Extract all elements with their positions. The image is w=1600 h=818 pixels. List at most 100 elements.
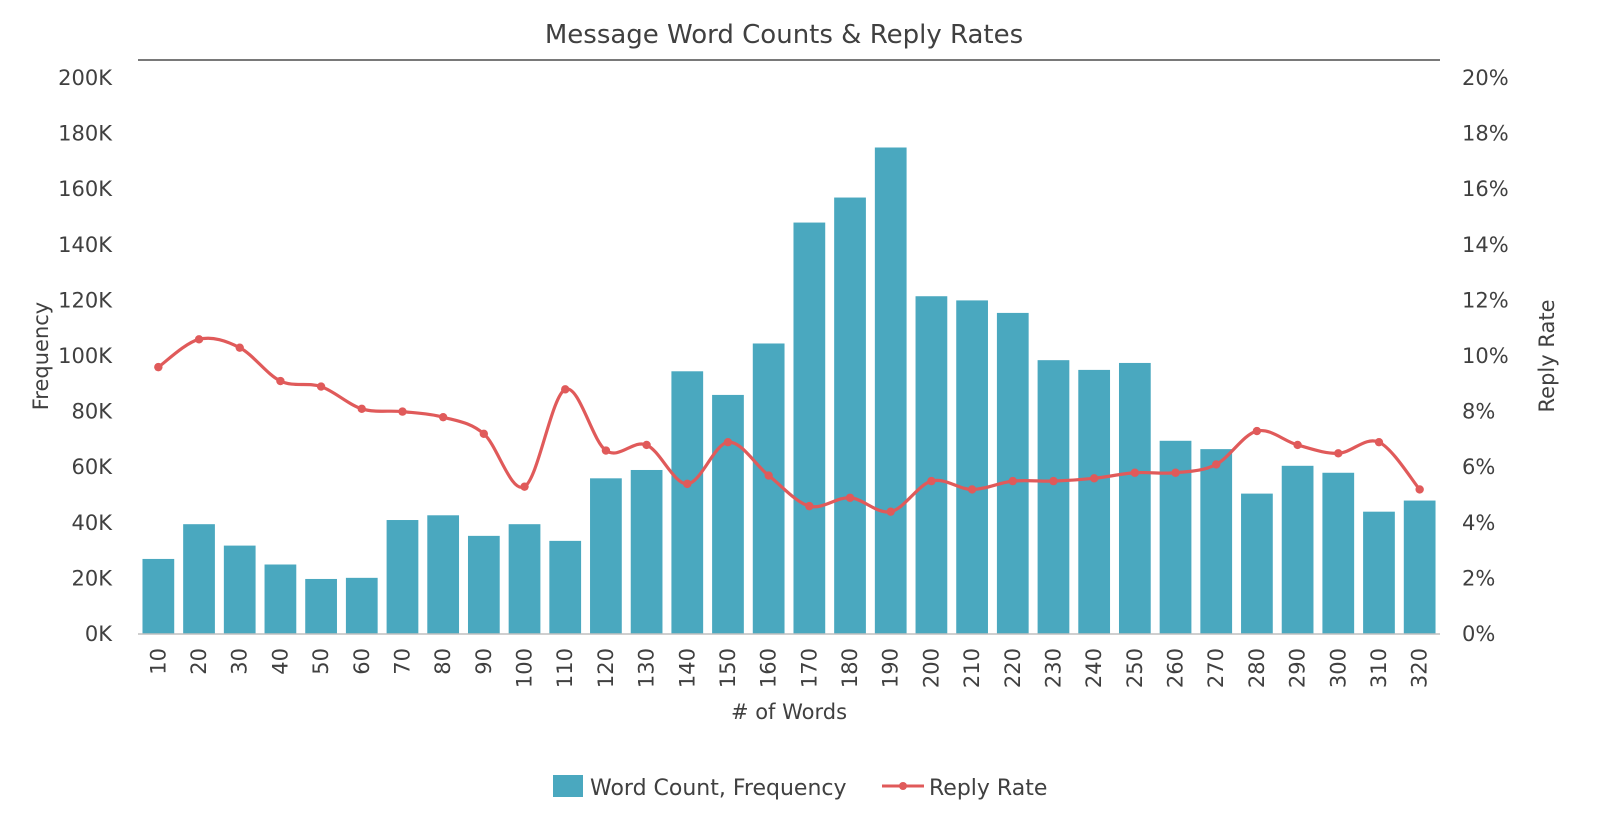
x-tick-label: 100 xyxy=(513,648,537,688)
bar-320 xyxy=(1403,500,1436,634)
bar-230 xyxy=(1037,360,1070,634)
x-tick-label: 110 xyxy=(553,648,577,688)
x-tick-label: 80 xyxy=(431,648,455,675)
y2-tick-label: 6% xyxy=(1462,455,1495,479)
x-tick-label: 320 xyxy=(1408,648,1432,688)
y-tick-label: 80K xyxy=(72,400,114,424)
reply-rate-point-140 xyxy=(683,479,692,489)
reply-rate-point-310 xyxy=(1374,437,1384,447)
bar-270 xyxy=(1200,449,1233,634)
y2-tick-label: 20% xyxy=(1462,66,1509,90)
legend-marker-reply-rate xyxy=(899,782,907,790)
bar-60 xyxy=(345,577,378,634)
reply-rate-point-10 xyxy=(154,362,163,372)
bar-180 xyxy=(834,197,866,635)
bar-250 xyxy=(1118,362,1151,634)
x-tick-label: 300 xyxy=(1326,648,1350,688)
x-tick-label: 20 xyxy=(187,648,211,675)
chart-title: Message Word Counts & Reply Rates xyxy=(545,20,1023,50)
bar-series xyxy=(142,147,1436,635)
y-tick-label: 40K xyxy=(72,511,114,535)
y2-tick-label: 8% xyxy=(1462,400,1495,424)
y2-tick-label: 0% xyxy=(1462,622,1495,646)
bar-290 xyxy=(1281,465,1314,634)
bar-110 xyxy=(549,540,582,634)
bar-130 xyxy=(630,469,663,634)
x-tick-label: 200 xyxy=(919,648,943,688)
reply-rate-point-270 xyxy=(1212,460,1221,469)
y-tick-label: 180K xyxy=(58,122,113,146)
reply-rate-point-220 xyxy=(1008,476,1017,486)
x-tick-label: 290 xyxy=(1286,648,1310,688)
reply-rate-point-300 xyxy=(1334,449,1343,458)
x-tick-label: 160 xyxy=(757,648,781,688)
bar-300 xyxy=(1322,472,1355,634)
reply-rate-point-150 xyxy=(723,437,733,447)
reply-rate-point-210 xyxy=(967,485,977,494)
reply-rate-point-30 xyxy=(235,343,244,352)
x-axis-ticks: 10 20 30 40 50 60 70 80 90 100 110 120 130 140 150 160 1… xyxy=(146,648,1431,688)
x-tick-label: 70 xyxy=(390,648,414,675)
x-tick-label: 270 xyxy=(1204,648,1228,688)
x-tick-label: 210 xyxy=(960,648,984,688)
reply-rate-point-290 xyxy=(1293,440,1302,450)
x-tick-label: 260 xyxy=(1164,648,1188,688)
x-tick-label: 10 xyxy=(146,648,170,675)
x-tick-label: 310 xyxy=(1367,648,1391,688)
x-tick-label: 240 xyxy=(1082,648,1106,688)
bar-40 xyxy=(264,564,297,634)
x-axis-title: # of Words xyxy=(731,700,847,724)
bar-100 xyxy=(508,524,541,634)
reply-rate-series xyxy=(154,335,1424,516)
x-tick-label: 230 xyxy=(1041,648,1065,688)
legend-swatch-word-count xyxy=(553,775,583,797)
y-tick-label: 20K xyxy=(72,566,114,590)
x-tick-label: 190 xyxy=(879,648,903,688)
reply-rate-point-200 xyxy=(927,476,936,486)
y2-tick-label: 18% xyxy=(1462,122,1509,146)
reply-rate-point-110 xyxy=(561,385,570,394)
reply-rate-point-100 xyxy=(520,482,529,491)
reply-rate-point-70 xyxy=(398,407,407,416)
bar-70 xyxy=(386,520,419,634)
x-tick-label: 120 xyxy=(594,648,618,688)
y-tick-label: 120K xyxy=(58,288,113,312)
y-tick-label: 200K xyxy=(58,66,113,90)
y-axis-ticks: 0K 20K 40K 60K 80K 100K 120K 140K 160K 180K 200K xyxy=(58,66,113,646)
bar-160 xyxy=(752,343,785,634)
x-tick-label: 180 xyxy=(838,648,862,688)
x-tick-label: 250 xyxy=(1123,648,1147,688)
legend: Word Count, Frequency Reply Rate xyxy=(553,775,1047,801)
bar-280 xyxy=(1241,493,1273,634)
y-tick-label: 60K xyxy=(72,455,114,479)
reply-rate-point-20 xyxy=(194,335,204,344)
x-tick-label: 50 xyxy=(309,648,333,675)
bar-310 xyxy=(1363,511,1395,634)
y-tick-label: 140K xyxy=(58,233,113,257)
x-tick-label: 280 xyxy=(1245,648,1269,688)
bar-150 xyxy=(712,394,744,634)
reply-rate-point-240 xyxy=(1089,474,1099,483)
bar-20 xyxy=(183,524,215,634)
x-tick-label: 90 xyxy=(472,648,496,675)
bar-200 xyxy=(915,296,948,634)
y-axis-title: Frequency xyxy=(29,302,53,411)
bar-140 xyxy=(671,371,704,634)
reply-rate-point-90 xyxy=(479,429,489,439)
y2-axis-ticks: 0% 2% 4% 6% 8% 10% 12% 14% 16% 18% 20% xyxy=(1462,66,1509,646)
x-tick-label: 30 xyxy=(228,648,252,675)
y-tick-label: 160K xyxy=(58,177,113,201)
x-tick-label: 220 xyxy=(1001,648,1025,688)
reply-rate-point-120 xyxy=(601,446,611,455)
bar-220 xyxy=(996,312,1029,634)
y2-tick-label: 14% xyxy=(1462,233,1509,257)
y-tick-label: 0K xyxy=(85,622,113,646)
reply-rate-point-50 xyxy=(316,382,326,391)
x-tick-label: 40 xyxy=(268,648,292,675)
bar-120 xyxy=(590,478,622,634)
reply-rate-point-280 xyxy=(1252,426,1262,436)
bar-80 xyxy=(427,515,460,634)
reply-rate-point-160 xyxy=(764,471,773,480)
bar-170 xyxy=(793,222,826,634)
